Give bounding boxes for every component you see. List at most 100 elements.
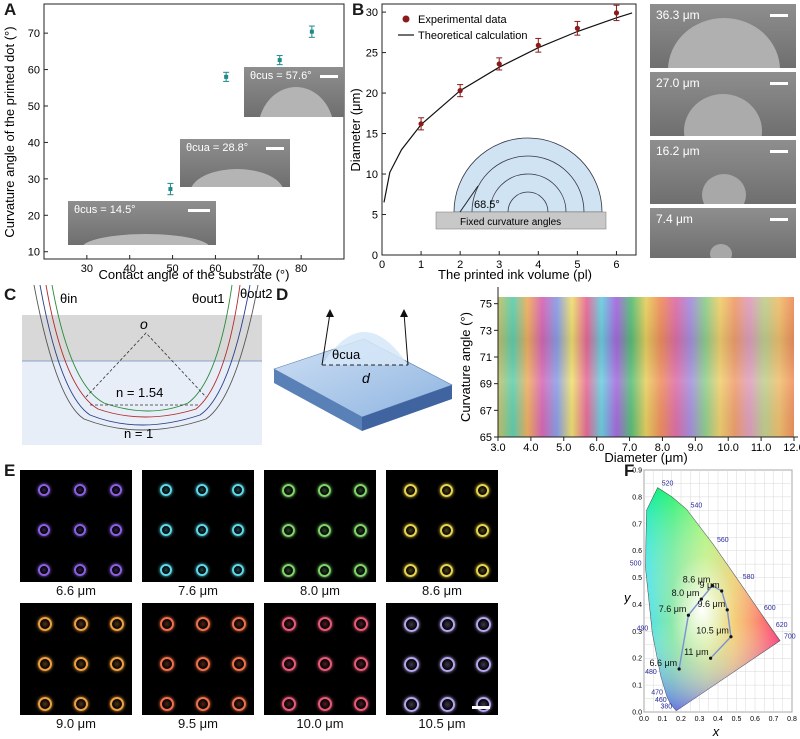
chromaticity-label: 6.6 μm — [649, 658, 677, 668]
printed-dot — [354, 484, 367, 497]
printed-dot — [110, 657, 124, 671]
y-tick-label: 0.4 — [632, 602, 642, 609]
chromaticity-label: 9 μm — [699, 580, 719, 590]
printed-dot — [232, 657, 246, 671]
printed-dot — [38, 564, 50, 576]
droplet-profile — [258, 87, 334, 117]
wavelength-label: 620 — [776, 622, 788, 629]
y-tick-label: 75 — [480, 299, 492, 311]
chromaticity-point — [677, 667, 681, 671]
x-tick-label: 3.0 — [490, 442, 505, 454]
y-tick-label: 0.5 — [632, 575, 642, 582]
printed-dot — [404, 524, 417, 537]
y-tick-label: 40 — [28, 137, 40, 149]
panel-a-ylabel: Curvature angle of the printed dot (°) — [2, 26, 17, 237]
wavelength-label: 470 — [651, 689, 663, 696]
y-tick-label: 0.0 — [632, 710, 642, 717]
y-tick-label: 30 — [366, 7, 378, 19]
scale-bar — [266, 147, 284, 150]
tile-caption: 8.0 μm — [299, 583, 340, 598]
tile-caption: 10.0 μm — [296, 716, 344, 731]
panel-label-c: C — [4, 285, 17, 304]
chromaticity-point — [725, 608, 729, 612]
x-tick-label: 11.0 — [751, 442, 772, 454]
scale-bar — [188, 209, 210, 212]
panel-d-xlabel: Diameter (μm) — [604, 450, 687, 465]
tile-caption: 9.0 μm — [55, 716, 96, 731]
droplet-profile — [710, 244, 732, 258]
printed-dot — [282, 524, 295, 537]
x-tick-label: 0.6 — [750, 716, 760, 723]
printed-dot — [282, 484, 295, 497]
printed-dot — [318, 564, 331, 577]
sem-image-4: 7.4 μm — [650, 208, 796, 258]
dot-array-tile — [264, 603, 376, 715]
printed-dot — [440, 484, 453, 497]
scale-bar — [770, 14, 788, 17]
dot-array-tile — [142, 603, 254, 715]
panel-b-chart: 0 1 2 3 4 5 6 0 5 10 15 20 25 30 Experimental data Th… — [350, 3, 637, 282]
printed-dot — [440, 564, 453, 577]
chromaticity-point — [709, 656, 713, 660]
panel-label-d: D — [276, 285, 289, 304]
scale-bar — [770, 150, 788, 153]
chromaticity-label: 8.6 μm — [683, 575, 711, 585]
wavelength-label: 380 — [661, 704, 673, 711]
printed-dot — [160, 484, 172, 496]
color-trajectory — [678, 584, 732, 670]
panel-e-grid: 6.6 μm 7.6 μm 8.0 μm 8.6 μm 9.0 μm 9.5 μm 10.0… — [20, 470, 620, 736]
x-tick-label: 4 — [535, 259, 541, 271]
printed-dot — [282, 617, 296, 631]
x-tick-label: 6 — [613, 259, 619, 271]
sem-image-2-label: 27.0 μm — [656, 76, 700, 90]
y-tick-label: 73 — [480, 325, 492, 337]
printed-dot — [354, 617, 368, 631]
y-tick-label: 20 — [28, 210, 40, 222]
printed-dot — [38, 484, 50, 496]
y-tick-label: 67 — [480, 405, 492, 417]
x-tick-label: 50 — [166, 263, 178, 275]
x-tick-label: 0.0 — [639, 716, 649, 723]
printed-dot — [74, 524, 86, 536]
droplet-profile — [190, 169, 284, 187]
printed-dot — [404, 564, 417, 577]
printed-dot — [318, 524, 331, 537]
printed-dot — [476, 484, 489, 497]
data-point — [224, 74, 229, 79]
y-tick-label: 0.2 — [632, 656, 642, 663]
printed-dot — [196, 697, 210, 711]
printed-dot — [232, 484, 244, 496]
y-tick-label: 60 — [28, 65, 40, 77]
printed-dot — [38, 657, 52, 671]
printed-dot — [74, 617, 88, 631]
x-tick-label: 0.1 — [658, 716, 668, 723]
chromaticity-point — [686, 613, 690, 617]
printed-dot — [404, 617, 419, 632]
printed-dot — [110, 484, 122, 496]
printed-dot — [110, 524, 122, 536]
dot-array-tile — [20, 470, 132, 582]
x-tick-label: 40 — [124, 263, 136, 275]
printed-dot — [476, 697, 491, 712]
printed-dot — [196, 657, 210, 671]
inset-caption: Fixed curvature angles — [460, 217, 561, 228]
y-tick-label: 0.3 — [632, 629, 642, 636]
data-point — [535, 42, 541, 48]
printed-dot — [354, 564, 367, 577]
x-tick-label: 70 — [252, 263, 264, 275]
data-point — [168, 187, 173, 192]
data-point — [309, 29, 314, 34]
panel-b-frame — [381, 3, 637, 256]
printed-dot — [38, 524, 50, 536]
printed-dot — [74, 564, 86, 576]
y-tick-label: 0.8 — [632, 494, 642, 501]
tile-caption: 9.5 μm — [177, 716, 218, 731]
printed-dot — [476, 564, 489, 577]
chromaticity-point — [699, 597, 703, 601]
printed-dot — [110, 564, 122, 576]
printed-dot — [160, 564, 172, 576]
data-point — [496, 61, 502, 67]
x-tick-label: 1 — [418, 259, 424, 271]
x-tick-label: 0 — [379, 259, 385, 271]
printed-dot — [110, 697, 124, 711]
